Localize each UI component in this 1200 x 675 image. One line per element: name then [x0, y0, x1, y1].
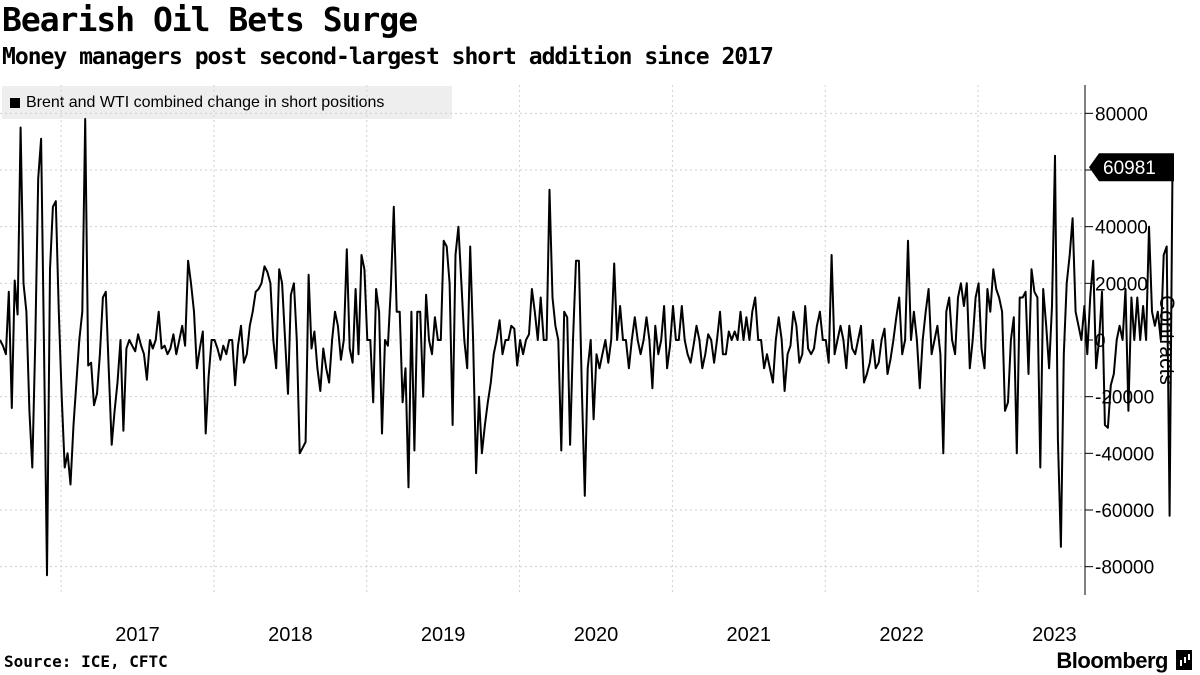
x-tick-label: 2020: [574, 624, 619, 646]
y-tick-label: 80000: [1095, 104, 1148, 125]
x-tick-label: 2018: [268, 624, 313, 646]
x-tick-label: 2017: [115, 624, 160, 646]
chart-subtitle: Money managers post second-largest short…: [2, 44, 774, 70]
y-tick-label: 40000: [1095, 218, 1148, 239]
y-tick-label: -80000: [1095, 558, 1154, 579]
legend-swatch: [10, 97, 20, 108]
x-tick-label: 2019: [421, 624, 466, 646]
y-axis-label: Contracts: [1155, 295, 1178, 385]
y-tick-label: 0: [1095, 331, 1106, 352]
y-tick-label: -60000: [1095, 501, 1154, 522]
y-tick-label: 20000: [1095, 274, 1148, 295]
chart-title: Bearish Oil Bets Surge: [2, 0, 418, 39]
bloomberg-chart-icon: [1176, 650, 1192, 670]
last-value-callout: [1089, 153, 1174, 182]
brand-logo: Bloomberg: [1056, 648, 1168, 673]
x-tick-label: 2022: [879, 624, 924, 646]
series-line: [0, 118, 1174, 577]
source-note: Source: ICE, CFTC: [4, 652, 168, 671]
y-tick-label: -40000: [1095, 444, 1154, 465]
legend-label: Brent and WTI combined change in short p…: [26, 93, 385, 111]
x-tick-label: 2023: [1032, 624, 1077, 646]
x-tick-label: 2021: [727, 624, 772, 646]
last-value-label: 60981: [1103, 158, 1156, 179]
